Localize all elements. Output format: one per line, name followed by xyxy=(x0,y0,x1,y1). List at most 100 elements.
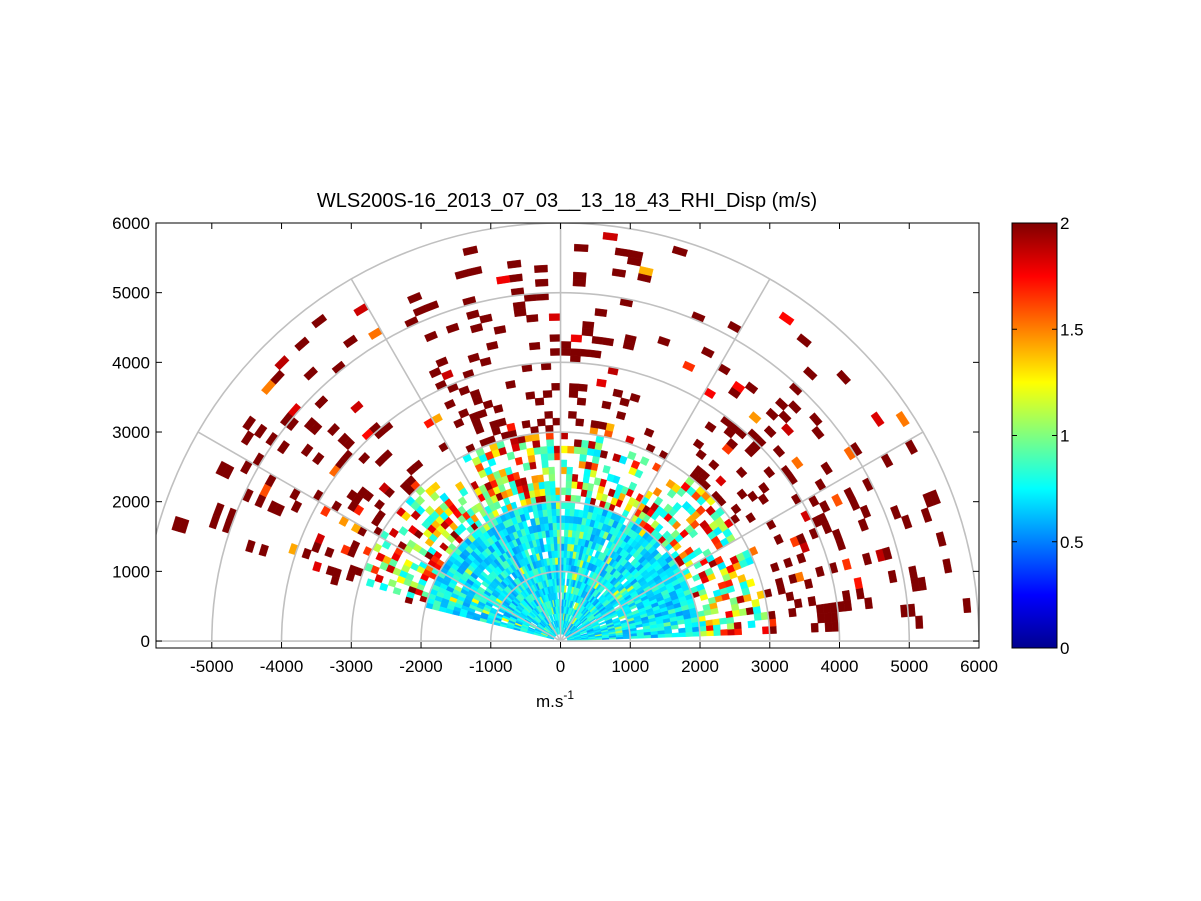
data-cell xyxy=(890,505,902,520)
data-cell xyxy=(751,598,760,608)
x-tick-label: 4000 xyxy=(821,657,859,676)
colorbar-tick-label: 2 xyxy=(1060,214,1069,233)
data-cell xyxy=(406,464,418,476)
data-cell xyxy=(576,397,587,406)
data-cell xyxy=(591,455,600,465)
data-cell xyxy=(763,466,776,479)
data-cell xyxy=(347,500,359,513)
data-cell xyxy=(340,544,351,556)
data-cell xyxy=(663,503,673,514)
data-cell xyxy=(342,334,358,349)
data-cell xyxy=(736,488,748,500)
data-cell xyxy=(330,575,340,586)
chart-title: WLS200S-16_2013_07_03__13_18_43_RHI_Disp… xyxy=(317,190,817,212)
data-cell xyxy=(816,613,826,624)
data-cell xyxy=(240,430,255,446)
data-cell xyxy=(568,390,579,399)
data-cell xyxy=(522,462,531,471)
data-cell xyxy=(245,539,256,553)
data-cell xyxy=(573,243,589,253)
data-cell xyxy=(802,366,818,381)
data-cell xyxy=(300,443,314,457)
data-cell xyxy=(542,390,553,399)
colorbar-gradient xyxy=(1011,222,1058,649)
data-cell xyxy=(704,421,717,433)
data-cell xyxy=(915,615,924,629)
data-cell xyxy=(692,631,701,637)
data-cell xyxy=(560,466,567,475)
data-cell xyxy=(859,504,872,519)
y-tick-label: 3000 xyxy=(112,423,150,442)
data-cell xyxy=(572,271,587,280)
data-cell xyxy=(462,245,479,256)
data-cell xyxy=(294,336,310,352)
data-cell xyxy=(290,500,303,514)
colorbar-tick-label: 0 xyxy=(1060,639,1069,658)
data-cell xyxy=(553,445,561,454)
plot-frame xyxy=(155,222,980,649)
data-cell xyxy=(602,337,615,347)
x-tick-label: -5000 xyxy=(190,657,233,676)
data-cell xyxy=(560,445,568,454)
data-cell xyxy=(583,468,592,477)
data-cell xyxy=(551,508,557,517)
data-cell xyxy=(887,569,898,584)
data-cell xyxy=(560,341,572,349)
data-cell xyxy=(512,301,526,311)
data-cell xyxy=(561,599,564,607)
data-cell xyxy=(594,308,608,318)
data-cell xyxy=(582,475,590,484)
data-cell xyxy=(815,603,825,615)
data-cell xyxy=(730,503,742,515)
data-cell xyxy=(565,494,571,503)
data-cell xyxy=(586,447,595,457)
data-cell xyxy=(796,333,812,348)
data-cell xyxy=(671,245,688,257)
data-cell xyxy=(853,577,863,590)
data-cell xyxy=(545,536,551,545)
data-cell xyxy=(753,612,762,621)
data-cell xyxy=(534,397,545,406)
data-cell xyxy=(525,391,536,400)
data-cell xyxy=(534,264,548,273)
x-axis-label: m.s-1 xyxy=(536,688,574,711)
data-cell xyxy=(550,348,561,356)
data-cell xyxy=(552,417,561,426)
data-cell xyxy=(693,547,703,557)
y-tick-label: 2000 xyxy=(112,493,150,512)
data-cell xyxy=(374,455,387,468)
data-cell xyxy=(570,480,578,489)
data-cell xyxy=(561,592,565,600)
data-cell xyxy=(551,382,561,391)
data-cell xyxy=(549,334,561,342)
data-cell xyxy=(258,543,269,557)
data-cell xyxy=(548,466,555,475)
data-cell xyxy=(563,550,568,558)
data-cell xyxy=(489,419,500,430)
data-cell xyxy=(568,522,574,531)
data-cell xyxy=(700,346,715,359)
colorbar-tick-label: 1.5 xyxy=(1060,320,1084,339)
data-cell xyxy=(685,631,694,637)
grid-spoke xyxy=(559,278,771,642)
data-cell xyxy=(611,268,627,278)
colorbar: 0 0.5 1 1.5 2 xyxy=(1011,214,1084,658)
data-cell xyxy=(664,633,673,638)
grid-spoke xyxy=(197,431,561,642)
data-cell xyxy=(301,547,312,560)
y-tick-label: 0 xyxy=(141,632,150,651)
data-cell xyxy=(629,392,641,403)
data-cell xyxy=(560,431,569,440)
data-cell xyxy=(639,456,650,466)
data-cell xyxy=(496,275,511,285)
data-cell xyxy=(568,411,577,419)
x-tick-label: 5000 xyxy=(890,657,928,676)
data-cell xyxy=(715,475,727,487)
data-cell xyxy=(682,360,696,373)
data-cell xyxy=(454,481,465,492)
data-cell xyxy=(614,247,630,258)
data-cell xyxy=(375,552,386,562)
data-cell xyxy=(843,600,853,612)
data-cell xyxy=(823,612,833,623)
